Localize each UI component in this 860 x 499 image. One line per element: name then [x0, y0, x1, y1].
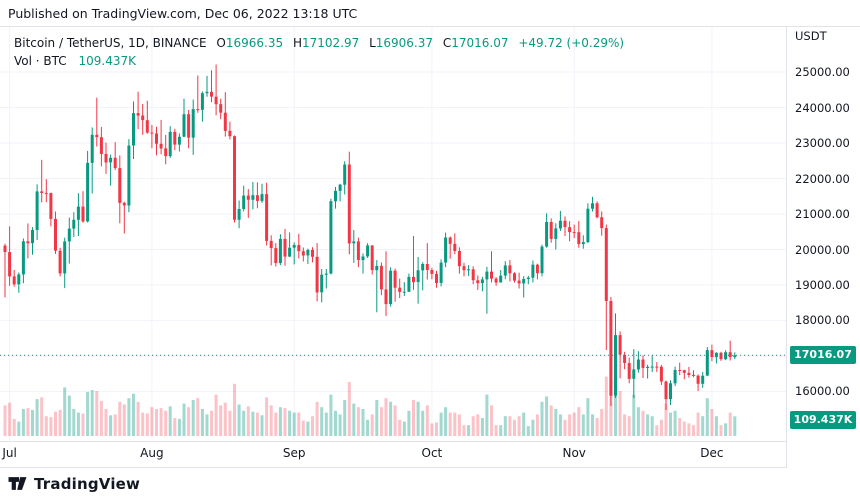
price-axis-label: 19000.00 — [795, 277, 850, 292]
volume-label: Vol · BTC — [14, 54, 67, 68]
price-axis-label: 20000.00 — [795, 242, 850, 257]
price-axis-label: 24000.00 — [795, 100, 850, 115]
price-axis-label: 23000.00 — [795, 136, 850, 150]
legend-ohlc-row: Bitcoin / TetherUS, 1D, BINANCE O16966.3… — [14, 34, 624, 52]
change-readout: +49.72 (+0.29%) — [518, 36, 625, 50]
time-axis: Jul Aug Sep Oct Nov Dec — [0, 446, 786, 466]
legend-volume-row: Vol · BTC 109.437K — [14, 52, 624, 70]
currency-label: USDT — [795, 29, 827, 43]
price-axis-label: 18000.00 — [795, 313, 850, 328]
close-readout: C17016.07 — [442, 36, 509, 50]
price-axis-label: 22000.00 — [795, 171, 850, 186]
time-axis-label: Jul — [2, 446, 17, 460]
time-axis-label: Dec — [700, 446, 724, 460]
price-axis-label: 16000.00 — [795, 384, 850, 399]
open-readout: O16966.35 — [216, 36, 284, 50]
volume-badge: 109.437K — [790, 411, 856, 429]
time-axis-label: Oct — [421, 446, 443, 460]
price-axis: USDT 17016.07 109.437K 25000.00 24000.00 2… — [786, 27, 860, 468]
time-axis-separator — [0, 441, 786, 442]
symbol-title: Bitcoin / TetherUS, 1D, BINANCE — [14, 36, 207, 50]
last-price-badge: 17016.07 — [790, 346, 856, 365]
chart-card: Bitcoin / TetherUS, 1D, BINANCE O16966.3… — [0, 27, 860, 468]
high-readout: H17102.97 — [292, 36, 360, 50]
time-axis-label: Sep — [282, 446, 306, 460]
price-axis-label: 25000.00 — [795, 65, 850, 79]
time-axis-label: Aug — [140, 446, 164, 460]
chart-canvas — [0, 27, 786, 441]
time-axis-label: Nov — [562, 446, 586, 460]
symbol-legend: Bitcoin / TetherUS, 1D, BINANCE O16966.3… — [14, 34, 624, 70]
tradingview-logo-icon[interactable] — [8, 476, 27, 491]
tradingview-brand-link[interactable]: TradingView — [34, 474, 141, 493]
low-readout: L16906.37 — [369, 36, 434, 50]
price-axis-label: 21000.00 — [795, 207, 850, 221]
published-bar: Published on TradingView.com, Dec 06, 20… — [0, 0, 860, 27]
footer-bar: TradingView — [0, 468, 860, 499]
volume-value: 109.437K — [78, 54, 136, 68]
published-text: Published on TradingView.com, Dec 06, 20… — [8, 6, 358, 21]
